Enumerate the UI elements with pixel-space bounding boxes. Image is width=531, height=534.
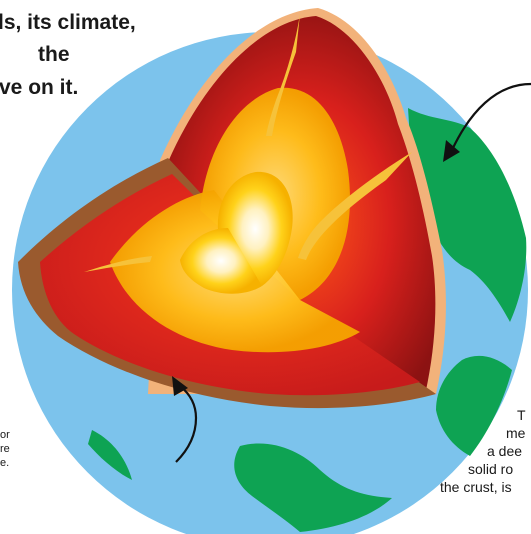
plume-left: [84, 256, 152, 272]
left-caption-line-1: or: [0, 429, 10, 441]
inner-core-floor: [180, 228, 262, 294]
arrow-top-right: [451, 82, 531, 151]
right-caption-line-2: me: [506, 425, 526, 441]
land-bottom-left: [88, 430, 132, 480]
left-caption-line-3: e.: [0, 457, 10, 469]
arrow-bottom-left-head: [172, 376, 188, 396]
arrow-bottom-left: [175, 385, 198, 463]
right-caption-line-1: T: [517, 407, 526, 423]
right-caption-line-5: the crust, is: [440, 479, 512, 495]
land-right-upper: [408, 108, 527, 322]
intro-line-3: ve on it.: [0, 76, 79, 99]
intro-line-1: ls, its climate,: [0, 11, 136, 34]
plume-top: [266, 14, 300, 136]
land-bottom: [234, 443, 392, 532]
arrow-top-right-head: [443, 140, 460, 162]
intro-line-2: the: [38, 43, 70, 66]
right-caption-line-4: solid ro: [468, 461, 514, 477]
inner-core-back: [217, 171, 293, 286]
left-caption-line-2: re: [0, 443, 10, 455]
plume-right: [298, 152, 412, 260]
right-caption-line-3: a dee: [487, 443, 523, 459]
land-right-lower: [436, 355, 512, 456]
